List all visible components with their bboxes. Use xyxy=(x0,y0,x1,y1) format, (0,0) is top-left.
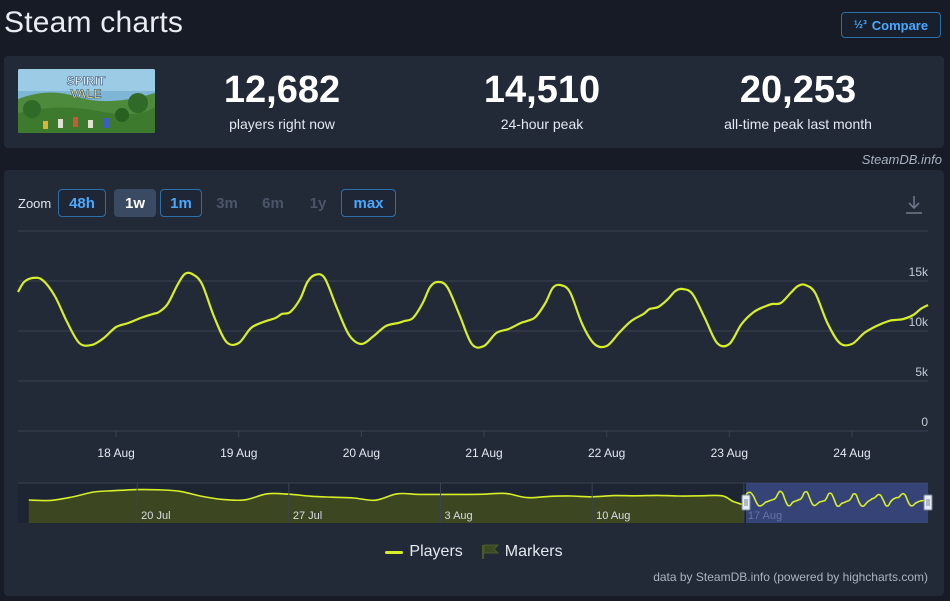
navigator-line xyxy=(28,488,745,506)
steamdb-credit-link[interactable]: SteamDB.info xyxy=(861,152,942,167)
chart-legend: Players Markers xyxy=(4,542,944,562)
navigator-tick-label: 3 Aug xyxy=(445,510,473,522)
zoom-3m-button: 3m xyxy=(216,194,238,212)
zoom-6m-button: 6m xyxy=(262,194,284,212)
game-thumbnail-image: SPIRIT VALE xyxy=(18,69,155,133)
x-tick-label: 24 Aug xyxy=(833,446,870,460)
game-thumbnail[interactable]: SPIRIT VALE xyxy=(18,69,155,133)
compare-button[interactable]: ½³ Compare xyxy=(841,12,941,38)
chart-panel: Zoom 48h 1w 1m 3m 6m 1y max 0 5k 10k 15k 18 … xyxy=(4,170,944,596)
legend-markers[interactable]: Markers xyxy=(481,543,563,561)
y-tick-label: 15k xyxy=(909,265,929,279)
stat-label: all-time peak last month xyxy=(724,116,872,132)
x-tick-label: 18 Aug xyxy=(97,446,134,460)
navigator-tick-label: 27 Jul xyxy=(293,510,322,522)
stat-value: 20,253 xyxy=(739,69,857,111)
stat-value: 14,510 xyxy=(483,69,601,111)
compare-label: Compare xyxy=(871,17,929,33)
stat-label: players right now xyxy=(229,116,335,132)
highcharts-credit[interactable]: data by SteamDB.info (powered by highcha… xyxy=(653,570,928,584)
navigator-selection-line xyxy=(745,490,929,508)
x-tick-label: 21 Aug xyxy=(465,446,502,460)
navigator-selection[interactable] xyxy=(746,483,928,523)
navigator-right-handle[interactable] xyxy=(923,494,933,511)
stat-alltime-peak: 20,253 all-time peak last month xyxy=(688,70,908,132)
stat-label: 24-hour peak xyxy=(500,116,584,132)
flag-icon xyxy=(481,544,499,559)
zoom-1m-button[interactable]: 1m xyxy=(160,189,202,217)
x-tick-label: 23 Aug xyxy=(711,446,748,460)
navigator-tick-label: 10 Aug xyxy=(596,510,630,522)
svg-text:VALE: VALE xyxy=(70,87,101,101)
x-tick-label: 19 Aug xyxy=(220,446,257,460)
zoom-1y-button: 1y xyxy=(309,194,327,212)
navigator-tick-label: 20 Jul xyxy=(141,510,170,522)
y-tick-label: 10k xyxy=(909,315,929,329)
zoom-max-button[interactable]: max xyxy=(341,189,396,217)
x-tick-label: 22 Aug xyxy=(588,446,625,460)
legend-players-label: Players xyxy=(409,543,463,560)
zoom-48h-button[interactable]: 48h xyxy=(58,189,106,217)
players-chart[interactable]: 0 5k 10k 15k 18 Aug 19 Aug 20 Aug 21 Aug 22 Aug 2… xyxy=(4,170,944,540)
y-tick-label: 0 xyxy=(921,415,928,429)
stat-players-now: 12,682 players right now xyxy=(172,70,392,132)
players-series-line xyxy=(17,271,929,349)
y-tick-label: 5k xyxy=(915,365,929,379)
zoom-label: Zoom xyxy=(18,196,52,211)
legend-markers-label: Markers xyxy=(504,543,563,560)
x-tick-label: 20 Aug xyxy=(343,446,380,460)
download-icon[interactable] xyxy=(904,194,924,216)
compare-icon: ½³ xyxy=(853,19,867,31)
legend-line-swatch xyxy=(385,550,404,554)
stat-24h-peak: 14,510 24-hour peak xyxy=(432,70,652,132)
stat-value: 12,682 xyxy=(223,69,341,111)
svg-text:SPIRIT: SPIRIT xyxy=(67,74,106,88)
navigator-left-handle[interactable] xyxy=(741,494,751,511)
stats-panel: SPIRIT VALE 12,682 players right now 14,… xyxy=(4,56,944,148)
zoom-1w-button[interactable]: 1w xyxy=(114,189,156,217)
page-title: Steam charts xyxy=(4,6,184,39)
legend-players[interactable]: Players xyxy=(385,543,463,561)
